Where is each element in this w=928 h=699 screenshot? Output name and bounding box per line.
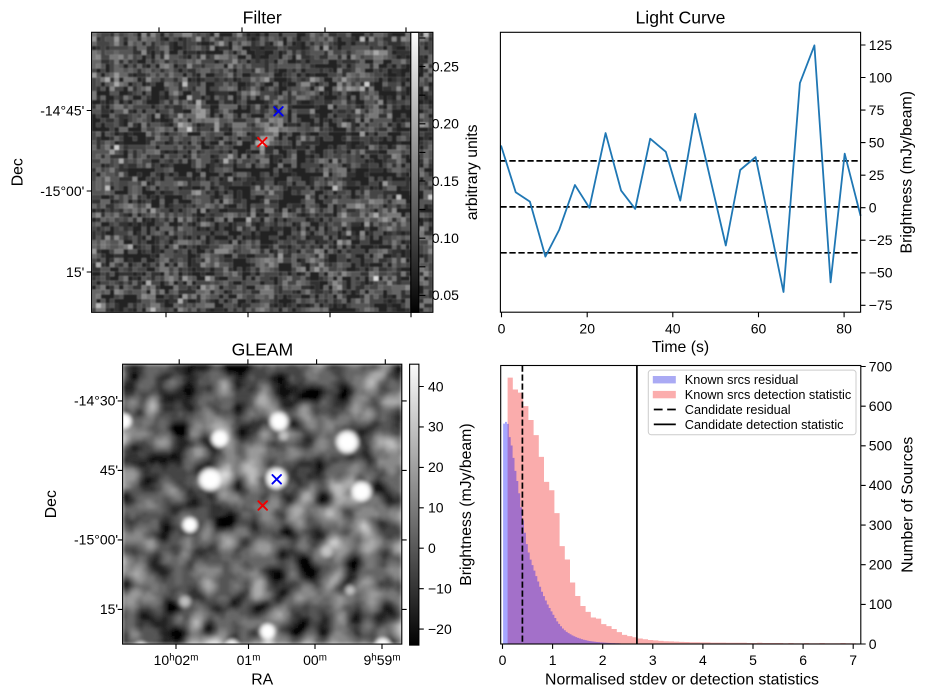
svg-text:Candidate residual: Candidate residual bbox=[685, 403, 791, 417]
svg-text:15': 15' bbox=[66, 264, 84, 280]
svg-text:0.20: 0.20 bbox=[432, 116, 459, 132]
svg-text:20: 20 bbox=[579, 320, 595, 336]
svg-text:0: 0 bbox=[869, 636, 877, 652]
svg-text:7: 7 bbox=[849, 652, 857, 668]
svg-text:Light Curve: Light Curve bbox=[636, 8, 726, 28]
svg-text:-14°30': -14°30' bbox=[74, 393, 118, 409]
svg-text:Filter: Filter bbox=[243, 8, 282, 28]
svg-text:2: 2 bbox=[599, 652, 607, 668]
svg-text:Time (s): Time (s) bbox=[652, 339, 709, 356]
svg-text:0.25: 0.25 bbox=[432, 58, 459, 74]
svg-text:50: 50 bbox=[869, 134, 885, 150]
svg-text:Number of Sources: Number of Sources bbox=[900, 437, 917, 573]
svg-text:GLEAM: GLEAM bbox=[232, 339, 294, 359]
svg-text:Dec: Dec bbox=[43, 490, 60, 518]
svg-text:10: 10 bbox=[428, 500, 444, 516]
svg-text:1: 1 bbox=[549, 652, 557, 668]
svg-text:700: 700 bbox=[869, 358, 893, 374]
svg-text:40: 40 bbox=[665, 320, 681, 336]
svg-text:0: 0 bbox=[499, 652, 507, 668]
svg-text:500: 500 bbox=[869, 438, 893, 454]
svg-text:−20: −20 bbox=[428, 621, 452, 637]
svg-text:4: 4 bbox=[699, 652, 707, 668]
svg-text:Brightness (mJy/beam): Brightness (mJy/beam) bbox=[899, 91, 916, 253]
svg-text:Dec: Dec bbox=[10, 158, 27, 186]
svg-text:−10: −10 bbox=[428, 581, 452, 597]
svg-text:30: 30 bbox=[428, 419, 444, 435]
svg-text:75: 75 bbox=[869, 102, 885, 118]
svg-text:10h02m: 10h02m bbox=[154, 652, 199, 668]
svg-text:Known srcs residual: Known srcs residual bbox=[685, 373, 799, 387]
svg-text:-15°00': -15°00' bbox=[40, 183, 84, 199]
svg-text:0.15: 0.15 bbox=[432, 173, 459, 189]
svg-text:RA: RA bbox=[251, 672, 273, 689]
svg-text:0: 0 bbox=[869, 200, 877, 216]
svg-text:3: 3 bbox=[649, 652, 657, 668]
svg-text:Known srcs detection statistic: Known srcs detection statistic bbox=[685, 388, 852, 402]
svg-text:0: 0 bbox=[498, 320, 506, 336]
svg-text:Candidate detection statistic: Candidate detection statistic bbox=[685, 418, 844, 432]
svg-text:0.05: 0.05 bbox=[432, 287, 459, 303]
svg-text:400: 400 bbox=[869, 477, 893, 493]
svg-text:−25: −25 bbox=[869, 232, 893, 248]
svg-text:40: 40 bbox=[428, 378, 444, 394]
svg-text:60: 60 bbox=[751, 320, 767, 336]
svg-text:80: 80 bbox=[836, 320, 852, 336]
svg-text:100: 100 bbox=[869, 69, 893, 85]
svg-text:45': 45' bbox=[100, 462, 118, 478]
svg-text:100: 100 bbox=[869, 596, 893, 612]
svg-text:-14°45': -14°45' bbox=[40, 102, 84, 118]
svg-text:0: 0 bbox=[428, 540, 436, 556]
svg-text:arbitrary units: arbitrary units bbox=[464, 124, 481, 220]
svg-text:200: 200 bbox=[869, 557, 893, 573]
svg-text:300: 300 bbox=[869, 517, 893, 533]
svg-text:−50: −50 bbox=[869, 265, 893, 281]
svg-text:-15°00': -15°00' bbox=[74, 532, 118, 548]
svg-text:0.10: 0.10 bbox=[432, 230, 459, 246]
svg-text:20: 20 bbox=[428, 459, 444, 475]
svg-text:600: 600 bbox=[869, 398, 893, 414]
svg-text:−75: −75 bbox=[869, 297, 893, 313]
svg-text:6: 6 bbox=[799, 652, 807, 668]
svg-text:Brightness (mJy/beam): Brightness (mJy/beam) bbox=[458, 423, 475, 585]
svg-text:125: 125 bbox=[869, 37, 893, 53]
svg-text:25: 25 bbox=[869, 167, 885, 183]
svg-text:15': 15' bbox=[100, 601, 118, 617]
svg-text:5: 5 bbox=[749, 652, 757, 668]
svg-text:Normalised stdev or detection: Normalised stdev or detection statistics bbox=[545, 672, 819, 689]
